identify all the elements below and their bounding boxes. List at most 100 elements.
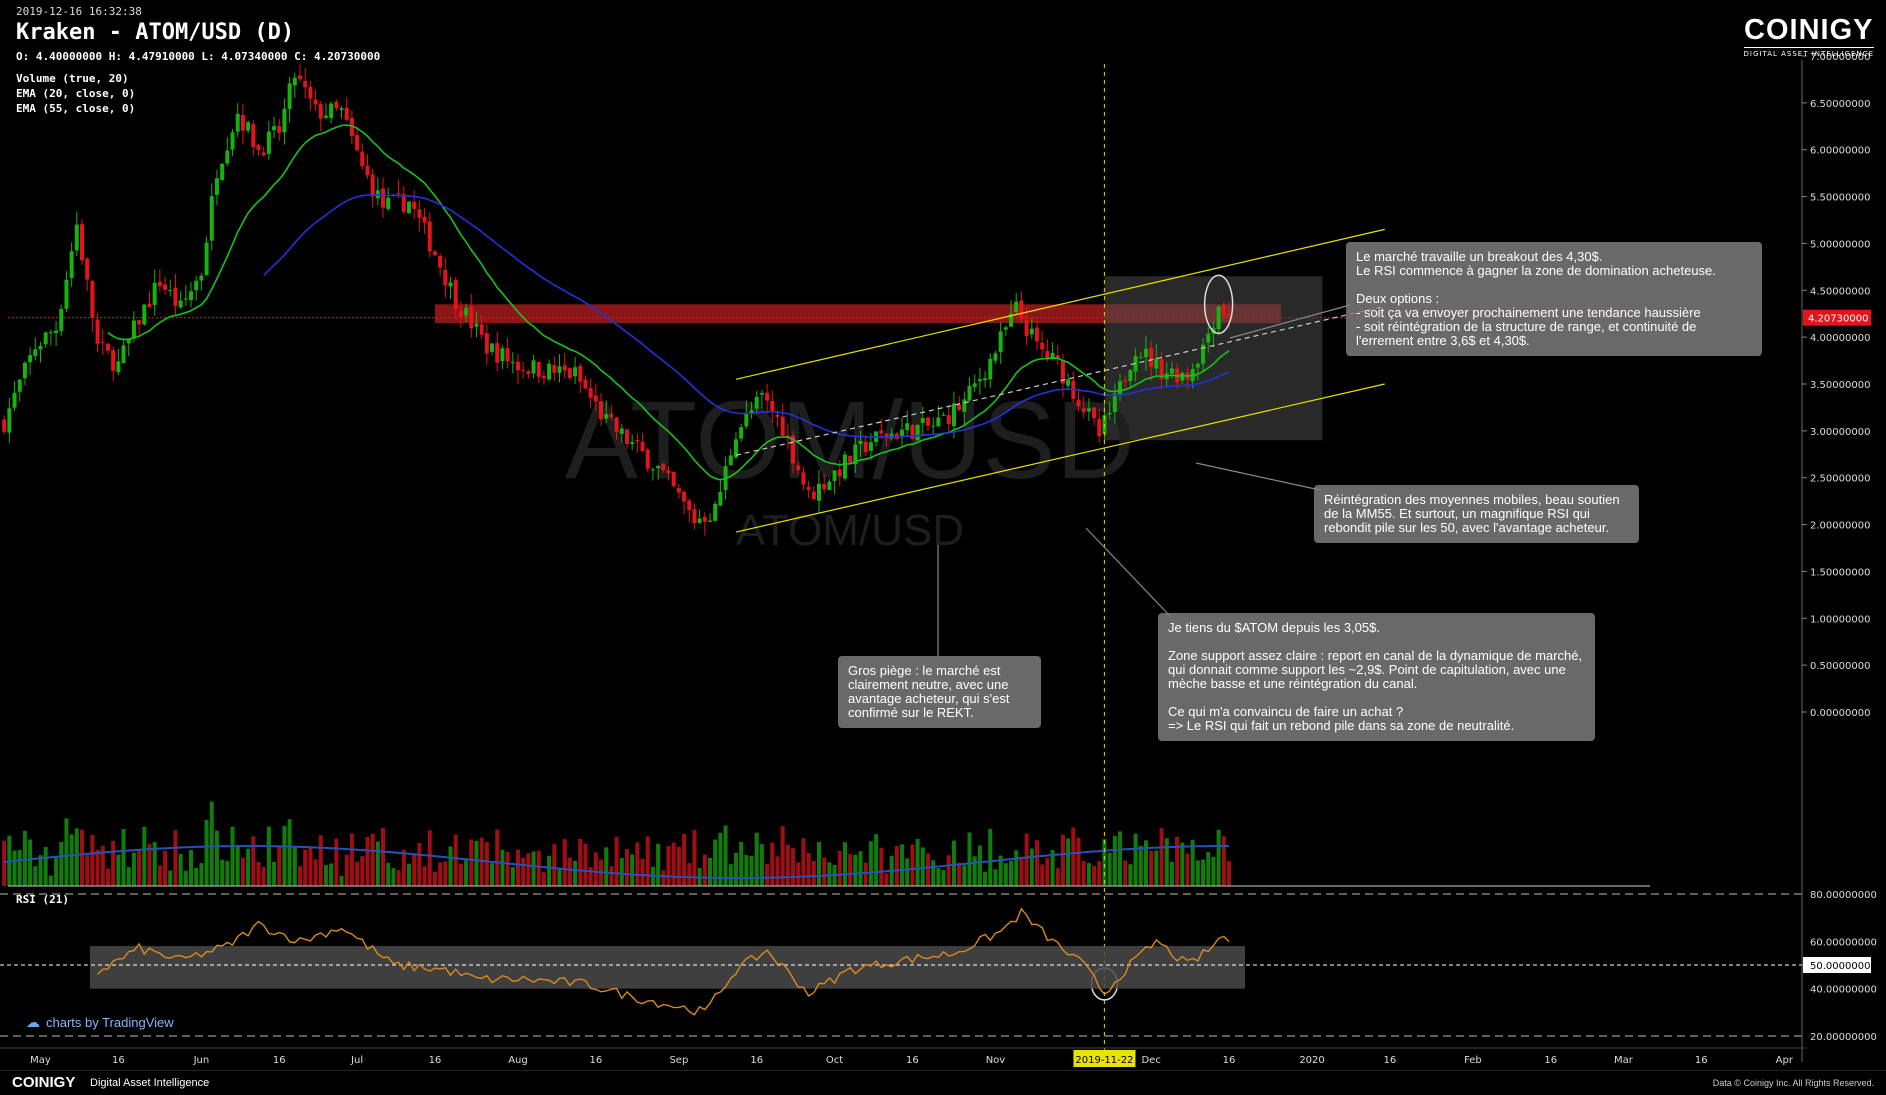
volume-bar [806,852,811,886]
candle-body [842,454,847,479]
candle-body [770,400,775,413]
logo-tagline: DIGITAL ASSET INTELLIGENCE [1743,47,1874,58]
candle-body [972,383,977,388]
candle-body [900,429,905,438]
volume-bar [1195,860,1200,886]
candle-body [682,492,687,502]
volume-bar [962,865,967,886]
candle-body [406,201,411,214]
candle-body [1076,400,1081,407]
volume-bar [1138,845,1143,886]
candle-body [370,174,375,197]
volume-bar [287,819,292,886]
candle-body [718,491,723,506]
candle-body [817,483,821,501]
candle-body [277,126,282,133]
volume-bar [692,830,697,886]
candle-body [303,81,308,88]
volume-bar [1050,850,1055,886]
volume-bar [422,866,427,886]
volume-bar [95,849,100,886]
candle-body [308,87,313,99]
volume-bar [1211,856,1216,886]
volume-bar [791,848,796,886]
volume-bar [74,828,79,886]
candle-body [827,481,832,490]
volume-bar [1133,833,1138,886]
time-tick-label: 2020 [1299,1055,1324,1066]
volume-bar [910,844,915,886]
candle-body [1154,357,1159,369]
candle-body [251,124,256,148]
callout-lines [937,304,1351,656]
candle-body [759,393,764,395]
time-tick-label: 16 [112,1055,125,1066]
volume-bar [152,842,157,886]
volume-bar [874,834,879,886]
volume-bar [355,861,360,886]
volume-bar [1190,839,1195,886]
volume-bar [780,826,785,886]
candle-body [848,455,853,463]
volume-bar [168,870,173,886]
volume-bar [723,825,728,886]
candle-body [915,424,920,441]
candle-body [1227,313,1232,317]
candle-body [619,428,624,434]
time-tick-label: 16 [1223,1055,1236,1066]
indicator-ema20[interactable]: EMA (20, close, 0) [16,87,136,100]
markers [1090,64,1234,1055]
time-tick-label: Nov [986,1055,1006,1066]
candle-body [785,435,790,437]
candle-body [261,152,266,156]
candle-body [780,416,785,436]
volume-bar [142,826,147,886]
candle-body [59,308,64,331]
volume-bar [412,853,417,886]
volume-bar [1024,833,1029,886]
volume-bar [645,836,650,886]
volume-bar [1081,861,1086,886]
volume-bar [842,842,847,886]
indicator-rsi[interactable]: RSI (21) [16,893,69,906]
price-tick-label: 3.00000000 [1810,427,1870,438]
indicator-volume[interactable]: Volume (true, 20) [16,72,129,85]
candle-body [806,486,811,490]
volume-bar [811,860,816,886]
candle-body [458,311,463,318]
volume-bar [754,832,759,886]
footer-tagline: Digital Asset Intelligence [90,1077,210,1089]
candle-body [967,385,972,401]
volume-bar [972,856,977,886]
candle-body [168,290,173,292]
indicator-ema55[interactable]: EMA (55, close, 0) [16,102,136,115]
candle-body [438,255,443,268]
volume-ma-line [4,845,1229,879]
candle-body [573,367,578,377]
candle-body [728,455,733,466]
candle-body [38,346,43,350]
volume-bar [417,843,422,886]
volume-bar [349,833,354,886]
candle-body [822,484,827,490]
candle-body [1040,342,1045,350]
candle-body [287,83,292,110]
candle-body [235,113,240,132]
candle-body [708,520,713,522]
volume-bar [137,849,142,886]
candle-body [121,345,126,364]
ohlc-readout: O: 4.40000000 H: 4.47910000 L: 4.0734000… [16,50,381,63]
candle-body [868,442,873,451]
last-price-label: 4.20730000 [1808,314,1868,325]
volume-bar [100,845,105,886]
candle-body [951,403,956,427]
volume-bar [22,830,27,886]
candle-body [988,358,993,380]
volume-bar [957,862,962,886]
volume-bar [573,860,578,886]
volume-bar [630,854,635,886]
volume-bar [33,866,38,886]
tradingview-credit[interactable]: ☁ charts by TradingView [26,1014,174,1031]
